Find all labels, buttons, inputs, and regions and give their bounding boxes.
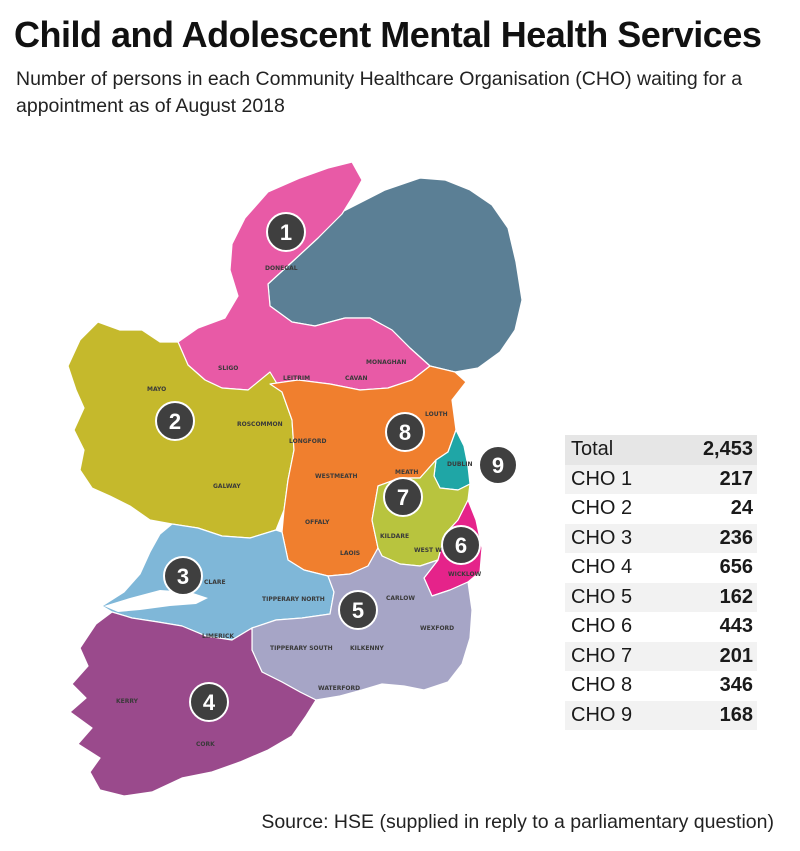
cho1-badge-number: 1	[280, 220, 292, 245]
cho5-badge-number: 5	[352, 598, 364, 623]
cho2-badge: 2	[155, 401, 195, 441]
county-label-kildare: KILDARE	[380, 533, 409, 540]
county-label-clare: CLARE	[204, 579, 226, 586]
table-row: CHO 4 656	[565, 553, 757, 583]
table-row: CHO 1 217	[565, 464, 757, 494]
row-value: 346	[719, 674, 753, 697]
cho5-badge: 5	[338, 590, 378, 630]
subtitle: Number of persons in each Community Heal…	[16, 68, 743, 117]
county-label-wicklow: WICKLOW	[448, 571, 482, 578]
row-label: CHO 2	[571, 497, 633, 520]
source-note: Source: HSE (supplied in reply to a parl…	[261, 811, 774, 833]
county-label-longford: LONGFORD	[289, 438, 326, 445]
table-row: CHO 7 201	[565, 641, 757, 671]
row-value: 201	[669, 641, 757, 671]
cho7-badge-number: 7	[397, 485, 409, 510]
cho1-badge: 1	[266, 212, 306, 252]
county-label-sligo: SLIGO	[218, 365, 238, 372]
row-label: CHO 1	[565, 464, 670, 494]
county-label-roscommon: ROSCOMMON	[237, 421, 283, 428]
cho4-badge-number: 4	[203, 690, 216, 715]
county-label-tipperary-north: TIPPERARY NORTH	[262, 596, 325, 603]
row-label: CHO 7	[565, 641, 670, 671]
row-label: Total	[565, 435, 670, 465]
waiting-list-table: Total 2,453 CHO 1 217 CHO 2 24 CHO 3 236…	[565, 435, 757, 730]
row-value: 656	[719, 556, 753, 579]
table-row-total: Total 2,453	[565, 435, 757, 465]
table-row: CHO 8 346	[565, 671, 757, 701]
cho3-badge-number: 3	[177, 564, 189, 589]
cho3-badge: 3	[163, 556, 203, 596]
cho9-badge: 9	[478, 445, 518, 485]
row-value: 217	[669, 464, 757, 494]
county-label-leitrim: LEITRIM	[283, 375, 310, 382]
row-value: 236	[669, 523, 757, 553]
row-value: 162	[669, 582, 757, 612]
row-label: CHO 8	[571, 674, 633, 697]
row-value: 443	[719, 615, 753, 638]
cho6-badge: 6	[441, 525, 481, 565]
cho9-badge-number: 9	[492, 453, 504, 478]
county-labels: DONEGAL SLIGO LEITRIM CAVAN MONAGHAN MAY…	[116, 265, 482, 748]
row-label: CHO 6	[571, 615, 633, 638]
county-label-kerry: KERRY	[116, 698, 139, 705]
cho-badges: 1 2 3 4 5 6 7 8	[155, 212, 518, 722]
county-label-dublin: DUBLIN	[447, 461, 473, 468]
row-label: CHO 4	[571, 556, 633, 579]
county-label-mayo: MAYO	[147, 386, 166, 393]
table-row: CHO 6 443	[565, 612, 757, 642]
page-title: Child and Adolescent Mental Health Servi…	[14, 14, 762, 55]
county-label-cork: CORK	[196, 741, 215, 748]
table-row: CHO 3 236	[565, 523, 757, 553]
county-label-laois: LAOIS	[340, 550, 360, 557]
county-label-donegal: DONEGAL	[265, 265, 298, 272]
county-label-louth: LOUTH	[425, 411, 448, 418]
county-label-cavan: CAVAN	[345, 375, 368, 382]
county-label-kilkenny: KILKENNY	[350, 645, 384, 652]
county-label-waterford: WATERFORD	[318, 685, 360, 692]
county-label-limerick: LIMERICK	[202, 633, 234, 640]
county-label-west-wicklow: WEST WICKLOW	[414, 547, 469, 554]
table-row: CHO 9 168	[565, 700, 757, 730]
county-label-monaghan: MONAGHAN	[366, 359, 406, 366]
county-label-galway: GALWAY	[213, 483, 241, 490]
county-label-westmeath: WESTMEATH	[315, 473, 358, 480]
row-label: CHO 5	[565, 582, 670, 612]
county-label-carlow: CARLOW	[386, 595, 415, 602]
row-value: 168	[669, 700, 757, 730]
table-row: CHO 5 162	[565, 582, 757, 612]
county-label-offaly: OFFALY	[305, 519, 330, 526]
row-value: 24	[730, 497, 753, 520]
cho8-badge: 8	[385, 412, 425, 452]
county-label-wexford: WEXFORD	[420, 625, 454, 632]
county-label-meath: MEATH	[395, 469, 418, 476]
region-cho1	[177, 161, 431, 391]
cho7-badge: 7	[383, 477, 423, 517]
cho6-badge-number: 6	[455, 533, 467, 558]
row-label: CHO 9	[565, 700, 670, 730]
table-row: CHO 2 24	[565, 494, 757, 524]
cho2-badge-number: 2	[169, 409, 181, 434]
row-value: 2,453	[669, 435, 757, 465]
cho4-badge: 4	[189, 682, 229, 722]
cho8-badge-number: 8	[399, 420, 411, 445]
row-label: CHO 3	[565, 523, 670, 553]
county-label-tipperary-south: TIPPERARY SOUTH	[270, 645, 333, 652]
